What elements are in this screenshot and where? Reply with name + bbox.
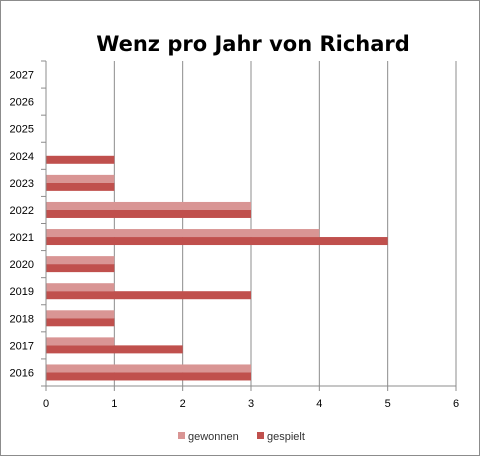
y-tick-label-2017: 2017 <box>10 340 34 352</box>
y-axis-tick-labels: 2016 2017 2018 2019 2020 2021 2022 2023 2024 2025… <box>10 70 34 380</box>
y-tick-label-2018: 2018 <box>10 313 34 325</box>
bar-gespielt-2019 <box>46 291 251 300</box>
bar-gewonnen-2016 <box>46 364 251 373</box>
bar-gespielt-2016 <box>46 372 251 381</box>
bar-gespielt-2022 <box>46 209 251 218</box>
x-axis-tick-labels: 0 1 2 3 4 5 6 <box>43 398 459 410</box>
bar-gewonnen-2023 <box>46 174 115 183</box>
y-tick-label-2025: 2025 <box>10 124 34 136</box>
axes <box>41 60 457 391</box>
x-tick-label-3: 3 <box>248 398 254 410</box>
gridlines <box>113 61 457 386</box>
legend-label-gewonnen: gewonnen <box>188 431 239 443</box>
x-tick-label-2: 2 <box>180 398 186 410</box>
legend-swatch-gewonnen <box>178 432 185 439</box>
y-tick-label-2024: 2024 <box>10 151 34 163</box>
chart-title: Wenz pro Jahr von Richard <box>96 32 410 56</box>
x-tick-label-5: 5 <box>385 398 391 410</box>
bar-gespielt-2020 <box>46 264 115 273</box>
bar-gewonnen-2022 <box>46 201 251 210</box>
y-tick-label-2023: 2023 <box>10 178 34 190</box>
bar-gewonnen-2018 <box>46 310 115 319</box>
bar-gespielt-2017 <box>46 345 183 354</box>
legend: gewonnen gespielt <box>178 431 305 443</box>
bar-gewonnen-2019 <box>46 283 115 292</box>
y-tick-label-2019: 2019 <box>10 286 34 298</box>
bar-gewonnen-2021 <box>46 229 320 238</box>
x-tick-label-0: 0 <box>43 398 49 410</box>
x-tick-label-4: 4 <box>316 398 322 410</box>
y-tick-label-2021: 2021 <box>10 232 34 244</box>
y-tick-label-2020: 2020 <box>10 259 34 271</box>
legend-swatch-gespielt <box>257 432 264 439</box>
x-tick-label-6: 6 <box>453 398 459 410</box>
y-tick-label-2027: 2027 <box>10 70 34 82</box>
bar-gespielt-2021 <box>46 237 388 246</box>
bar-gewonnen-2020 <box>46 256 115 265</box>
legend-label-gespielt: gespielt <box>267 431 305 443</box>
bar-gespielt-2023 <box>46 182 115 191</box>
y-tick-label-2016: 2016 <box>10 367 34 379</box>
y-tick-label-2022: 2022 <box>10 205 34 217</box>
y-tick-label-2026: 2026 <box>10 97 34 109</box>
bar-gespielt-2024 <box>46 155 115 164</box>
x-tick-label-1: 1 <box>111 398 117 410</box>
bar-gewonnen-2017 <box>46 337 115 346</box>
bar-gespielt-2018 <box>46 318 115 327</box>
bars <box>46 155 388 381</box>
